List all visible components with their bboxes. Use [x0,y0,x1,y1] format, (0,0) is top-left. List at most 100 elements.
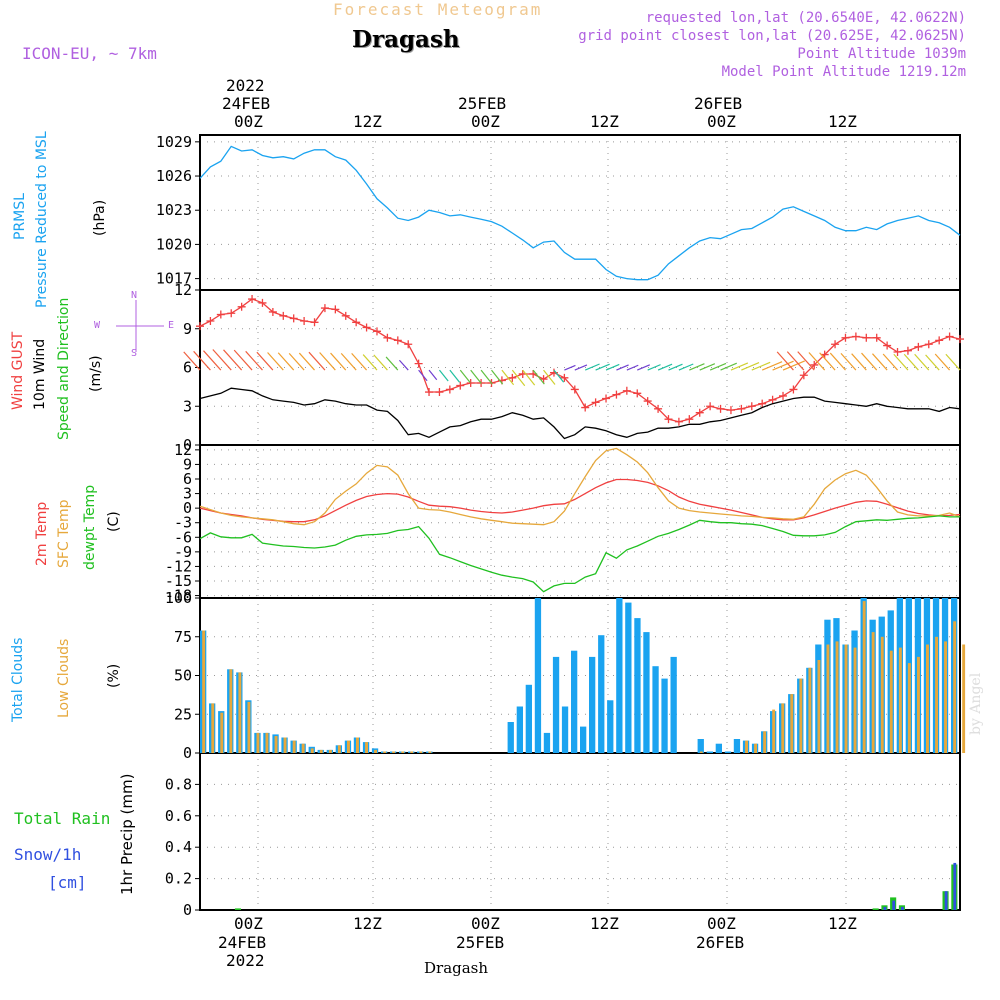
gust-marker [602,394,611,403]
chart-title: Dragash [352,26,460,53]
wind-arrow [595,363,610,371]
ytick-label: 12 [174,281,192,299]
gust-marker [622,386,631,395]
bottom-year: 2022 [226,951,265,970]
gust-marker [279,311,288,320]
ytick-label: 0.2 [165,870,192,888]
wind-arrow [438,369,449,382]
bar-low-clouds [328,749,332,753]
wind-arrow [819,352,836,371]
wind-arrow [616,364,629,371]
top-tick-5: 00Z [707,112,736,131]
top-date-1: 24FEB [222,94,271,113]
bar-total-rain [234,908,241,910]
bottom-tick-3: 00Z [471,914,500,933]
gust-marker [560,373,569,382]
bar-low-clouds [256,732,260,753]
bar-low-clouds [781,703,785,753]
gust-marker [445,385,454,394]
bar-low-clouds [238,672,242,753]
ytick-label: 75 [174,628,192,646]
panel-frame [199,134,961,291]
gust-marker [466,379,475,387]
bottom-tick-1: 00Z [234,914,263,933]
bar-low-clouds [247,701,251,753]
gust-marker [831,340,840,349]
bar-total-clouds [561,706,569,753]
gust-marker [789,385,798,394]
bar-total-clouds [625,602,632,753]
wind-arrow [428,369,438,381]
wind-arrow [808,352,826,371]
bar-total-clouds [534,598,542,753]
bottom-tick-5: 00Z [707,914,736,933]
bar-low-clouds [835,641,839,753]
gust-marker [289,314,298,323]
wind-arrow [193,350,211,371]
gust-marker [737,404,746,413]
wind-arrow [914,353,930,371]
wind-arrow [882,353,898,371]
grid-point-coords: grid point closest lon,lat (20.625E, 42.… [578,28,966,44]
wind-arrow [340,352,357,371]
wind-arrow [501,369,515,386]
bar-total-clouds [715,743,722,753]
series-line-dewpt-temp [199,515,960,593]
bar-total-clouds [543,732,551,753]
gust-marker [383,333,392,342]
chart-subtitle: Forecast Meteogram [333,0,543,19]
gust-marker [393,336,402,345]
ytick-label: 0.8 [165,775,192,793]
gust-marker [747,402,756,411]
wind-arrow [532,369,545,385]
gust-marker [248,295,257,304]
wind-arrow [470,369,482,384]
bar-low-clouds [826,644,830,753]
requested-coords: requested lon,lat (20.6540E, 42.0622N) [645,10,966,26]
bottom-tick-2: 12Z [353,914,382,933]
compass-rose-icon [116,300,164,352]
gust-marker [372,327,381,336]
compass-east: E [168,320,175,331]
gust-marker [352,318,361,327]
bar-total-clouds [706,751,713,753]
bar-total-clouds [643,632,650,753]
bar-total-clouds [552,656,560,753]
gust-marker [435,388,444,397]
bar-total-clouds [580,726,587,753]
bottom-tick-6: 12Z [828,914,857,933]
bar-total-rain [872,908,879,910]
wind-arrow [829,352,846,371]
bar-low-clouds [880,636,884,754]
gust-marker [643,397,652,406]
bar-low-clouds [410,751,414,753]
bar-low-clouds [889,650,893,753]
wind-arrow [605,363,620,371]
bar-low-clouds [310,748,314,753]
ytick-label: -6 [174,528,192,546]
bar-low-clouds [962,644,966,753]
wind-arrow [797,351,815,371]
wind-arrow [584,363,600,371]
ytick-label: 9 [183,455,192,473]
gust-marker [633,389,642,398]
wind-arrow [267,352,284,371]
top-tick-3: 00Z [471,112,500,131]
top-tick-4: 12Z [590,112,619,131]
wind-arrow [840,352,857,371]
ytick-label: 1026 [156,167,192,185]
model-altitude: Model Point Altitude 1219.12m [721,64,966,80]
gust-marker [206,317,215,325]
bar-low-clouds [817,660,821,753]
ytick-label: 100 [165,589,192,607]
gust-marker [883,341,892,350]
wind-arrow [212,349,232,371]
ytick-label: 0 [183,436,192,454]
bar-low-clouds [898,647,902,753]
bar-total-clouds [616,598,623,753]
bar-low-clouds [953,621,957,754]
bar-total-clouds [571,650,578,753]
gust-marker [841,333,850,342]
top-date-2: 25FEB [458,94,507,113]
wind-arrow [925,354,940,371]
